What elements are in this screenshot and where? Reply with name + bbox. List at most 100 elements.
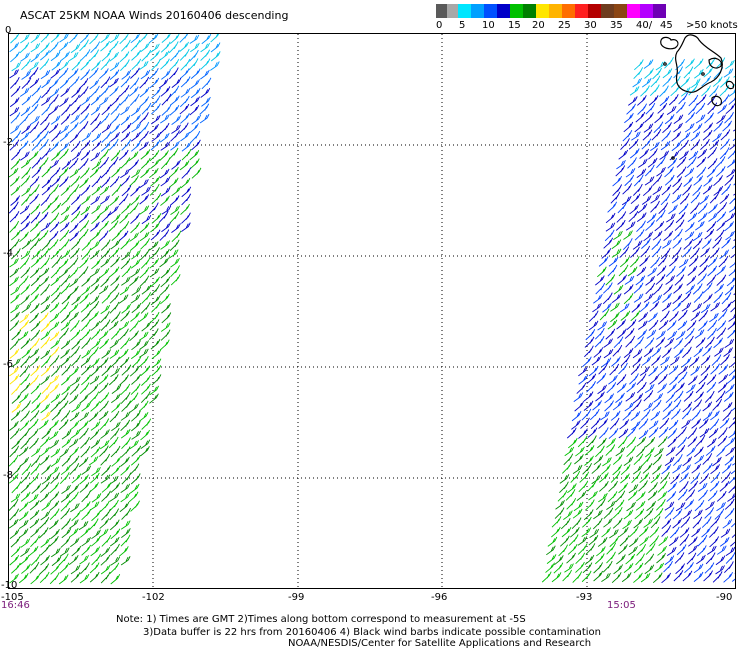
wind-barb [39, 393, 50, 404]
wind-barb [688, 544, 698, 555]
wind-barb [670, 408, 681, 420]
wind-barb [120, 115, 131, 126]
wind-barb [41, 474, 52, 485]
wind-barb [50, 285, 61, 297]
wind-barb [71, 59, 82, 71]
wind-barb [59, 448, 70, 458]
wind-barb [638, 526, 649, 537]
wind-barb [615, 392, 625, 403]
wind-barb [9, 76, 20, 89]
wind-barb [190, 130, 201, 143]
wind-barb [638, 429, 649, 440]
wind-barb [721, 237, 731, 249]
wind-barb [683, 66, 694, 79]
wind-barb [110, 149, 121, 161]
wind-barb [584, 554, 595, 565]
wind-barb [70, 43, 81, 54]
wind-barb [91, 493, 102, 503]
wind-barb [50, 276, 61, 287]
wind-barb [120, 75, 131, 88]
wind-barb [30, 535, 40, 548]
wind-barb [58, 41, 69, 52]
wind-barb [29, 121, 40, 134]
wind-barb [672, 464, 682, 474]
wind-barb [41, 411, 51, 421]
wind-barb [623, 509, 634, 520]
wind-barb [733, 239, 735, 242]
wind-barb [611, 293, 622, 303]
wind-barb [100, 248, 111, 260]
wind-barb [670, 356, 680, 366]
wind-barb [10, 311, 20, 322]
wind-barb [702, 282, 713, 294]
wind-barb [616, 159, 626, 170]
wind-barb [616, 211, 627, 223]
legend-label: 10 [482, 20, 495, 31]
wind-barb [625, 221, 636, 231]
wind-barb [160, 187, 171, 197]
wind-barb [692, 123, 703, 134]
wind-barb [140, 167, 150, 179]
wind-barb [171, 115, 182, 126]
wind-barb [648, 312, 658, 323]
wind-barb [51, 556, 62, 567]
wind-barb [39, 571, 50, 584]
wind-barb [68, 303, 79, 314]
wind-barb [597, 537, 608, 547]
wind-barb [58, 574, 69, 585]
legend-color-bar [436, 4, 666, 18]
wind-barb [638, 312, 649, 322]
wind-barb [201, 77, 212, 90]
wind-barb [576, 490, 587, 501]
wind-barb [129, 440, 139, 450]
wind-barb [587, 479, 597, 492]
wind-barb [708, 212, 718, 222]
wind-barb [678, 481, 689, 493]
wind-barb [21, 77, 32, 89]
wind-barb [139, 179, 149, 189]
wind-barb [120, 492, 131, 503]
wind-barb [673, 114, 684, 124]
wind-barb [578, 428, 588, 439]
wind-barb [181, 148, 192, 161]
wind-barb [731, 407, 735, 411]
wind-barb [160, 276, 171, 288]
wind-barb [48, 94, 59, 106]
wind-barb [608, 480, 618, 492]
wind-barb [559, 481, 569, 494]
wind-barb [688, 103, 698, 116]
wind-barb [701, 516, 712, 528]
wind-barb [586, 381, 596, 393]
wind-barb [695, 434, 706, 447]
wind-barb [691, 463, 702, 474]
wind-barb [679, 527, 690, 538]
wind-barb [731, 245, 735, 250]
wind-barb [49, 212, 60, 225]
wind-barb [598, 362, 609, 375]
wind-barb [686, 275, 697, 286]
wind-barb [585, 329, 596, 341]
wind-barb [724, 561, 734, 573]
wind-barb [138, 400, 149, 412]
wind-barb [130, 222, 140, 234]
wind-barb [601, 527, 611, 538]
wind-barb [603, 348, 614, 359]
wind-barb [20, 213, 31, 225]
wind-barb [128, 151, 139, 162]
wind-barb [724, 174, 735, 186]
wind-barb [79, 555, 89, 565]
wind-barb [713, 292, 724, 304]
wind-barb [180, 87, 191, 98]
wind-barb [10, 546, 21, 558]
wind-barb [91, 213, 101, 225]
wind-barb [69, 446, 79, 458]
wind-barb [180, 177, 191, 189]
wind-barb [686, 552, 697, 565]
wind-barb [688, 83, 699, 96]
wind-barb [612, 400, 623, 411]
wind-barb [59, 238, 70, 251]
wind-barb [9, 97, 20, 108]
wind-barb [601, 357, 612, 368]
wind-barb [40, 42, 50, 54]
wind-barb [78, 228, 89, 241]
